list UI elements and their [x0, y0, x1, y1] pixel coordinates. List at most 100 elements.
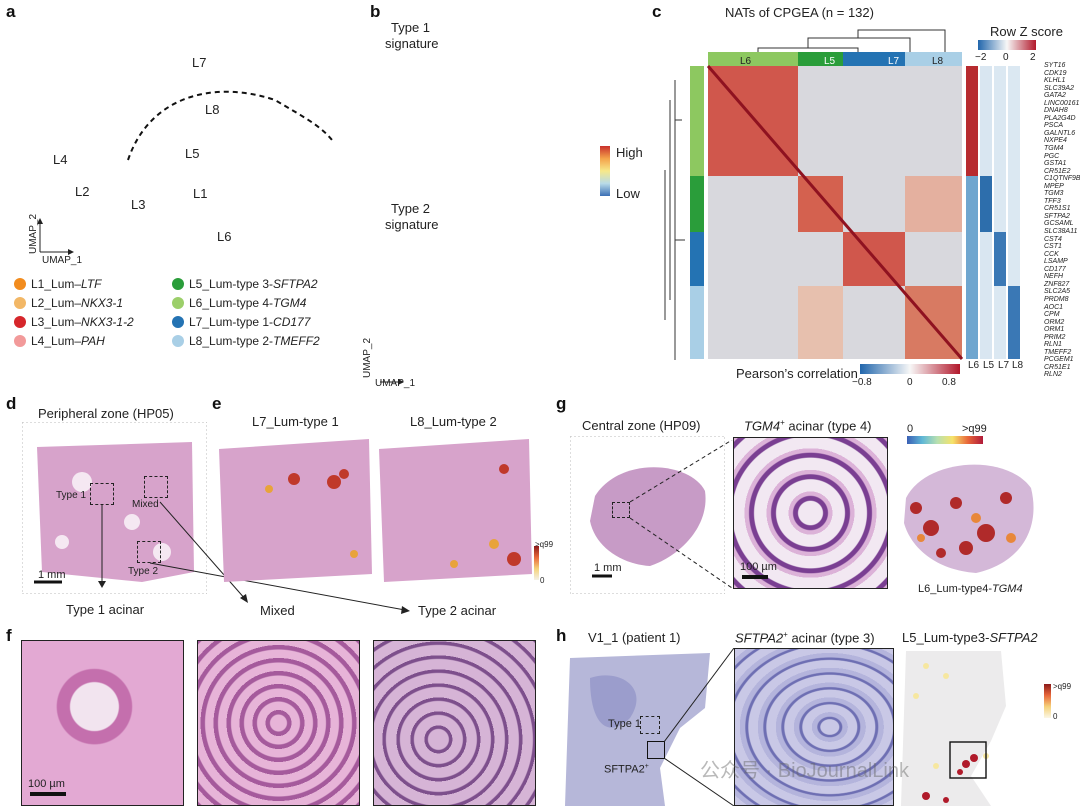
g-colorbar-min: 0 — [907, 423, 914, 435]
legend-item-l7: L7_Lum-type 1- CD177 — [172, 315, 310, 329]
legend-swatch — [172, 335, 184, 347]
gene-label: SLC39A2 — [1044, 84, 1074, 92]
sftpa2-acinar-title: SFTPA2+ acinar (type 3) — [735, 630, 875, 646]
colorbar-high-label: High — [616, 145, 643, 160]
gene-label: PRIM2 — [1044, 333, 1066, 341]
g-colorbar-max: >q99 — [962, 423, 987, 435]
h-sftpa2-label: SFTPA2+ — [604, 763, 649, 776]
gene-label: PGC — [1044, 152, 1060, 160]
gene-label: C1QTNF9B — [1044, 175, 1080, 183]
gene-label: TGM3 — [1044, 190, 1064, 198]
gene-label: TFF3 — [1044, 197, 1061, 205]
gene-label: SYT16 — [1044, 62, 1066, 69]
h-type1-box — [640, 716, 660, 734]
legend-prefix: L5_Lum-type 3- — [189, 277, 274, 291]
gene-label: TMEFF2 — [1044, 348, 1072, 356]
legend-swatch — [172, 316, 184, 328]
h-colorbar — [1044, 684, 1051, 718]
f-scale-label: 100 µm — [28, 778, 65, 790]
panel-label-h: h — [556, 626, 567, 645]
tgm4-acinar-histology — [733, 437, 888, 589]
panel-label-a: a — [6, 2, 16, 21]
bottom-group-l5: L5 — [983, 360, 995, 371]
zscore-title: Row Z score — [990, 24, 1063, 39]
v1-tissue-section — [565, 653, 710, 806]
correlation-heatmap — [664, 29, 1036, 374]
cluster-label-l2: L2 — [75, 184, 90, 199]
d-arrows — [98, 501, 410, 614]
legend-swatch — [172, 278, 184, 290]
panel-label-f: f — [6, 626, 12, 645]
gene-label: CR51E1 — [1044, 363, 1071, 371]
type2-signature-label-line1: Type 2 — [391, 201, 431, 216]
top-group-l8: L8 — [932, 56, 944, 67]
type1-region-box — [90, 483, 114, 505]
gene-label: PLA2G4D — [1044, 114, 1076, 122]
umap-y-axis-label: UMAP_2 — [28, 213, 39, 254]
e-colorbar-top: >q99 — [535, 540, 554, 549]
h-sftpa2-box — [647, 741, 665, 759]
gene-label: RLN2 — [1044, 371, 1062, 379]
type2-box-label: Type 2 — [128, 566, 159, 577]
gene-label: GCSAML — [1044, 220, 1074, 228]
g-scale-100um: 100 µm — [740, 561, 777, 573]
f-scale-bar — [30, 792, 66, 796]
g-colorbar — [907, 436, 983, 444]
peripheral-zone-section — [22, 422, 207, 594]
pearson-tick-mid: 0 — [907, 377, 913, 388]
gene-label: SLC2A5 — [1044, 288, 1071, 296]
b-x-axis-label: UMAP_1 — [375, 378, 416, 389]
gene-label: DNAH8 — [1044, 107, 1068, 115]
bottom-group-l6: L6 — [968, 360, 980, 371]
legend-prefix: L4_Lum– — [31, 334, 82, 348]
l8-spatial-title: L8_Lum-type 2 — [410, 414, 497, 429]
top-group-l6: L6 — [740, 56, 752, 67]
gene-label: LSAMP — [1044, 258, 1068, 266]
type2-region-box — [137, 541, 161, 563]
legend-item-l1: L1_Lum– LTF — [14, 277, 102, 291]
type2-acinar-label: Type 2 acinar — [418, 603, 497, 618]
type1-box-label: Type 1 — [56, 490, 87, 501]
gene-label: AOC1 — [1044, 303, 1064, 311]
gene-label: MPEP — [1044, 182, 1064, 190]
l7-spatial-title: L7_Lum-type 1 — [252, 414, 339, 429]
gene-label: PCGEM1 — [1044, 356, 1074, 364]
legend-prefix: L3_Lum– — [31, 315, 82, 329]
g-zoom-lines — [630, 440, 733, 589]
zscore-tick-min: −2 — [975, 52, 987, 63]
gene-row-labels: SYT16 CDK19 KLHL1 SLC39A2 GATA2 LINC00161 DNAH… — [1044, 62, 1080, 379]
type2-acinar-histology — [373, 640, 536, 806]
sftpa2-acinar-histology — [734, 648, 894, 806]
l6-cluster-caption: L6_Lum-type4-TGM4 — [918, 583, 1023, 595]
mixed-acinar-histology — [197, 640, 360, 806]
g-scale-1mm: 1 mm — [594, 562, 622, 574]
spatial-expression-maps — [219, 439, 532, 582]
gene-label: CST4 — [1044, 235, 1062, 243]
gene-label: GATA2 — [1044, 92, 1066, 100]
legend-item-l2: L2_Lum– NKX3-1 — [14, 296, 123, 310]
g-zoom-region-box — [612, 502, 630, 518]
legend-prefix: L7_Lum-type 1- — [189, 315, 274, 329]
umap-x-axis-label: UMAP_1 — [42, 255, 83, 266]
legend-swatch — [14, 278, 26, 290]
peripheral-zone-title: Peripheral zone (HP05) — [38, 406, 174, 421]
legend-item-l6: L6_Lum-type 4- TGM4 — [172, 296, 306, 310]
bottom-group-l8: L8 — [1012, 360, 1024, 371]
gene-label: KLHL1 — [1044, 77, 1066, 85]
gene-label: PRDM8 — [1044, 295, 1069, 303]
signature-umaps — [380, 12, 603, 385]
panel-label-d: d — [6, 394, 17, 413]
mixed-region-box — [144, 476, 168, 498]
gene-label: CR51S1 — [1044, 205, 1071, 213]
gene-label: CPM — [1044, 311, 1060, 319]
g-scale-bar-100um — [742, 575, 768, 579]
sftpa2-spatial-map — [901, 651, 1006, 806]
v1-patient-title: V1_1 (patient 1) — [588, 630, 681, 645]
legend-swatch — [14, 297, 26, 309]
gene-label: CR51E2 — [1044, 167, 1071, 175]
legend-gene: NKX3-1 — [81, 296, 124, 310]
legend-swatch — [172, 297, 184, 309]
top-group-l7: L7 — [888, 56, 900, 67]
legend-prefix: L6_Lum-type 4- — [189, 296, 274, 310]
legend-prefix: L8_Lum-type 2- — [189, 334, 274, 348]
